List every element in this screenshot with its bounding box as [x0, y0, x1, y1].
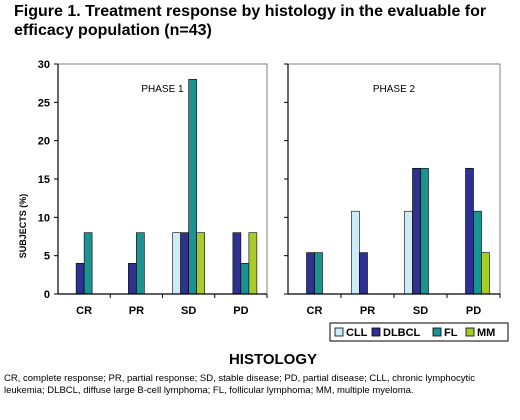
bar-fl-sd: [420, 167, 429, 295]
bar-fl-pd: [240, 263, 250, 295]
x-tick-label-cr: CR: [307, 305, 323, 317]
figure-title-line-1: Figure 1. Treatment response by histolog…: [14, 3, 487, 20]
legend: CLL DLBCL FL MM: [329, 322, 509, 342]
legend-label-cll: CLL: [346, 327, 368, 339]
bar-dlbcl-pr: [359, 252, 368, 295]
bar-mm-pd: [248, 232, 258, 295]
footnote-line-2: leukemia; DLBCL, diffuse large B-cell ly…: [4, 385, 414, 396]
bar-dlbcl-cr: [306, 252, 315, 295]
bar-fl-cr: [314, 252, 323, 295]
bar-fl-sd: [188, 79, 197, 295]
footnote: CR, complete response; PR, partial respo…: [4, 373, 518, 397]
legend-swatch-mm: [465, 327, 475, 337]
legend-swatch-cll: [334, 327, 344, 337]
figure-title: Figure 1. Treatment response by histolog…: [14, 2, 514, 40]
plot-frame: [57, 63, 268, 295]
legend-label-mm: MM: [477, 327, 495, 339]
bar-fl-cr: [83, 232, 93, 295]
footnote-line-1: CR, complete response; PR, partial respo…: [4, 373, 475, 384]
panel-phase-1: PHASE 1 0 5 10 15 20 25 30 CR PR SD PD: [38, 59, 268, 317]
bar-cll-sd: [172, 232, 181, 295]
y-tick-label: 0: [44, 289, 50, 301]
bar-cll-sd: [404, 210, 413, 295]
x-tick-label-cr: CR: [76, 305, 92, 317]
y-tick-label: 5: [44, 251, 50, 263]
legend-swatch-fl: [432, 327, 442, 337]
x-tick-label-sd: SD: [181, 305, 196, 317]
plot-frame: [287, 63, 501, 295]
legend-box: [329, 322, 509, 342]
panel-phase-2: PHASE 2 CR PR SD PD: [284, 63, 501, 317]
x-tick-label-pr: PR: [129, 305, 144, 317]
bar-mm-pd: [481, 252, 490, 295]
legend-swatch-dlbcl: [371, 327, 381, 337]
y-axis-label: SUBJECTS (%): [18, 194, 28, 259]
figure-title-line-2: efficacy population (n=43): [14, 22, 212, 39]
legend-label-dlbcl: DLBCL: [383, 327, 421, 339]
bar-mm-sd: [196, 232, 205, 295]
bar-dlbcl-cr: [75, 263, 85, 295]
y-tick-label: 15: [38, 174, 50, 186]
y-tick-label: 20: [38, 136, 50, 148]
bar-cll-pr: [351, 210, 360, 295]
y-tick-label: 25: [38, 97, 50, 109]
y-tick-label: 30: [38, 59, 50, 71]
legend-label-fl: FL: [444, 327, 458, 339]
histology-chart: SUBJECTS (%) PHASE 1 0 5 10 15 20 25 30 CR PR SD PD…: [18, 59, 509, 368]
bar-dlbcl-pr: [128, 263, 137, 295]
x-tick-label-pr: PR: [360, 305, 375, 317]
x-tick-label-pd: PD: [466, 305, 481, 317]
bar-fl-pr: [136, 232, 145, 295]
x-tick-label-sd: SD: [413, 305, 428, 317]
bar-fl-pd: [473, 210, 482, 295]
x-tick-label-pd: PD: [233, 305, 248, 317]
bar-dlbcl-pd: [465, 167, 474, 295]
x-axis-label: HISTOLOGY: [229, 351, 317, 368]
bar-dlbcl-sd: [412, 167, 421, 295]
bar-dlbcl-pd: [232, 232, 242, 295]
panel-label: PHASE 2: [373, 84, 416, 95]
panel-label: PHASE 1: [141, 84, 184, 95]
y-tick-label: 10: [38, 212, 50, 224]
bar-dlbcl-sd: [180, 232, 189, 295]
